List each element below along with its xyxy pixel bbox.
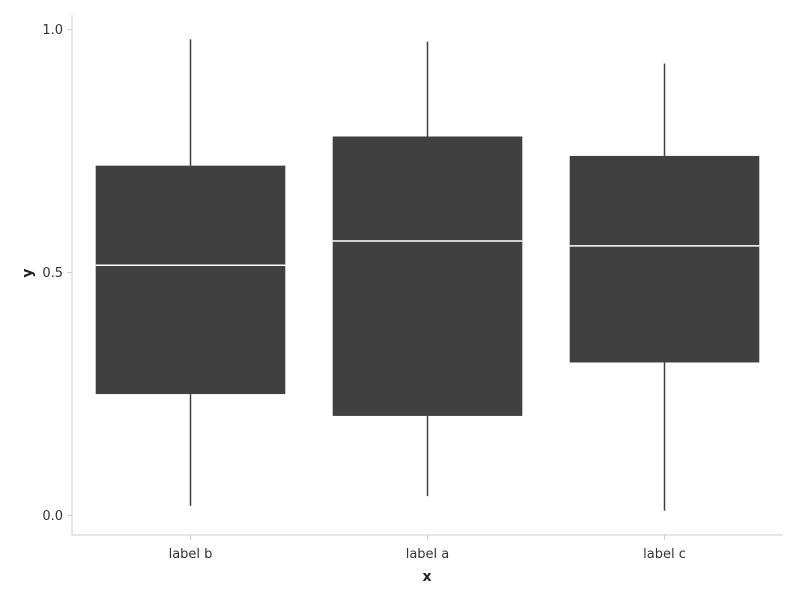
box-group (95, 39, 286, 506)
y-tick-label: 1.0 (42, 23, 63, 38)
x-tick-label: label b (169, 547, 213, 562)
y-axis-title: y (20, 268, 36, 277)
box-iqr (569, 155, 760, 363)
y-tick-label: 0.0 (42, 509, 63, 524)
box-iqr (332, 136, 523, 416)
x-axis-title: x (422, 569, 431, 585)
box-group (332, 41, 523, 497)
x-tick-label: label a (406, 547, 450, 562)
y-ticks: 0.0 0.5 1.0 (42, 23, 72, 524)
box-group (569, 63, 760, 511)
box-iqr (95, 165, 286, 395)
y-tick-label: 0.5 (42, 266, 63, 281)
x-tick-label: label c (643, 547, 686, 562)
plot-area (95, 39, 760, 511)
x-ticks: label b label a label c (169, 535, 686, 562)
